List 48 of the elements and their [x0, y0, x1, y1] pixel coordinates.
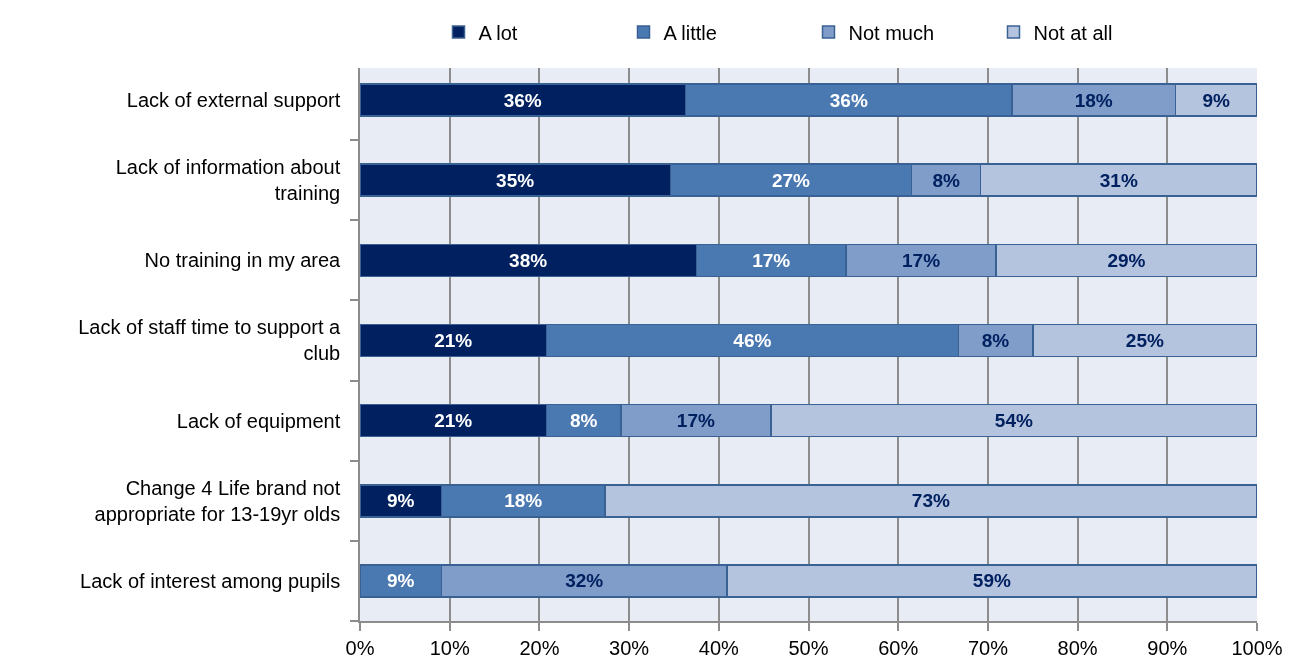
data-label: 17% [902, 249, 941, 271]
y-tick-label: Lack of interest among pupils [80, 569, 341, 592]
x-tick-label: 20% [519, 636, 560, 659]
data-label: 73% [911, 490, 951, 512]
data-label: 59% [972, 570, 1011, 592]
x-tick-label: 100% [1231, 636, 1283, 659]
x-tick-label: 70% [967, 636, 1009, 659]
y-tick-label: Lack of external support [126, 89, 341, 112]
data-label: 54% [994, 410, 1033, 432]
y-tick-label: Lack of information about training [115, 156, 341, 205]
data-label: 36% [829, 89, 868, 111]
data-label: 9% [387, 490, 415, 512]
x-tick-label: 0% [345, 636, 375, 659]
y-tick-label: No training in my area [144, 249, 342, 272]
x-tick-label: 40% [698, 636, 740, 659]
legend-label: A lot [478, 21, 518, 44]
legend-label: Not much [848, 21, 935, 44]
data-label: 8% [932, 169, 960, 191]
y-tick-label: Lack of equipment [176, 409, 341, 432]
data-label: 18% [1074, 89, 1113, 111]
data-label: 46% [733, 329, 772, 351]
legend-label: Not at all [1033, 21, 1113, 44]
x-tick-label: 30% [609, 636, 650, 659]
data-label: 9% [387, 570, 415, 592]
x-tick-label: 10% [429, 636, 470, 659]
data-label: 29% [1107, 249, 1146, 271]
data-label: 17% [752, 249, 791, 271]
x-tick-label: 90% [1147, 636, 1188, 659]
data-label: 32% [565, 570, 604, 592]
x-tick-label: 80% [1057, 636, 1098, 659]
data-label: 9% [1202, 89, 1230, 111]
data-label: 35% [496, 169, 535, 191]
x-tick-label: 60% [878, 636, 919, 659]
x-tick-label: 50% [788, 636, 829, 659]
data-label: 36% [503, 89, 542, 111]
data-label: 31% [1099, 169, 1138, 191]
data-label: 25% [1125, 329, 1164, 351]
y-tick-label: Lack of staff time to support a club [78, 316, 342, 365]
y-tick-label: Change 4 Life brand not appropriate for 13-19yr olds [94, 476, 341, 525]
data-label: 8% [981, 329, 1010, 351]
data-label: 17% [676, 410, 715, 432]
data-label: 38% [509, 249, 548, 271]
data-label: 27% [771, 169, 811, 191]
data-label: 18% [504, 490, 543, 512]
data-label: 8% [570, 410, 598, 432]
data-label: 21% [434, 329, 473, 351]
legend-label: A little [663, 21, 717, 44]
data-label: 21% [434, 410, 473, 432]
